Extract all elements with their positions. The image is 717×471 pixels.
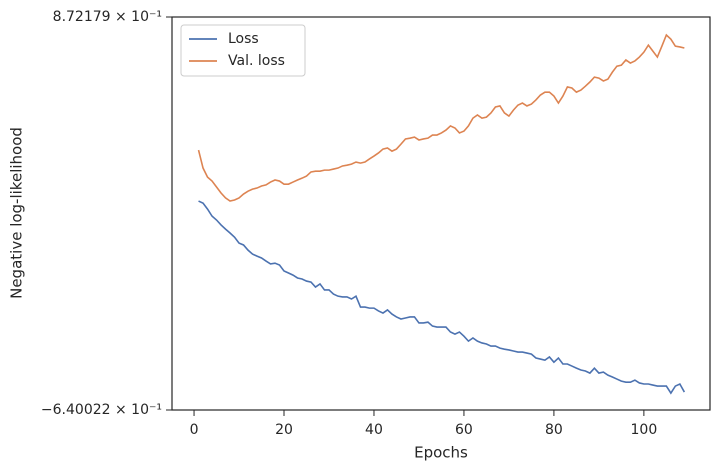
y-tick-label: 8.72179 × 10⁻¹ — [53, 9, 162, 25]
legend-box — [180, 24, 306, 77]
legend: Loss Val. loss — [180, 24, 306, 77]
line-series — [198, 200, 686, 395]
legend-label: Val. loss — [228, 53, 285, 69]
x-tick-label: 100 — [631, 422, 658, 438]
x-tick-label: 40 — [365, 422, 383, 438]
line-series — [197, 33, 685, 202]
x-tick-label: 80 — [545, 422, 563, 438]
legend-label: Loss — [228, 31, 259, 47]
y-tick-label: −6.40022 × 10⁻¹ — [41, 402, 162, 418]
y-axis-label: Negative log-likelihood — [8, 127, 26, 299]
x-axis-label: Epochs — [414, 444, 468, 462]
x-tick-label: 0 — [190, 422, 199, 438]
x-tick-label: 60 — [455, 422, 473, 438]
plot-frame — [171, 16, 711, 411]
x-tick-label: 20 — [275, 422, 293, 438]
